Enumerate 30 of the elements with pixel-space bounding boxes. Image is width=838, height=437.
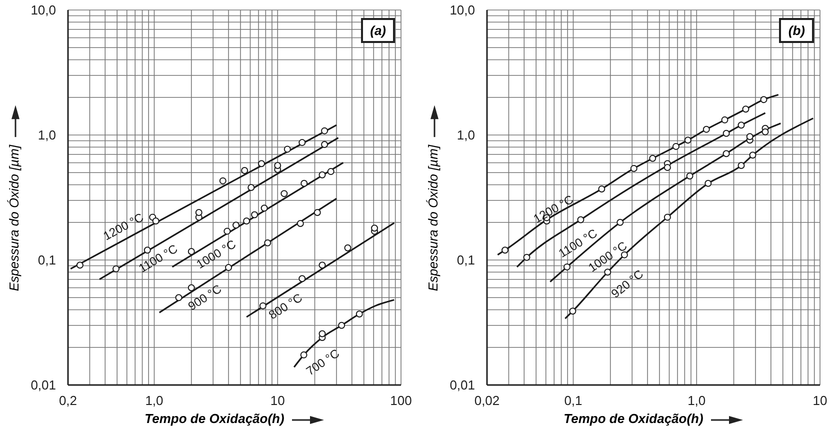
x-tick-label: 1,0 [688, 393, 706, 408]
text: 920 °C [608, 266, 646, 301]
text: 1000 °C [194, 236, 239, 272]
y-tick-label: 0,01 [30, 378, 56, 392]
text: 800 °C [266, 290, 306, 322]
y-tick-label: 1,0 [38, 128, 56, 142]
x-tick-label: 0,2 [58, 393, 78, 408]
y-tick-label: 10,0 [450, 2, 475, 18]
x-axis-title: Tempo de Oxidação(h) [144, 411, 284, 426]
text: 1200 °C [100, 210, 146, 244]
x-tick-label: 0,1 [564, 393, 582, 408]
text: 700 °C [304, 346, 342, 378]
text: 1200 °C [531, 192, 576, 226]
text: 900 °C [186, 282, 224, 314]
x-tick-label: 10 [270, 393, 285, 408]
y-tick-label: 0,1 [456, 252, 475, 268]
y-tick-label: 0,1 [38, 252, 56, 268]
y-tick-label: 1,0 [456, 128, 475, 142]
y-axis-title: Espessura do Óxido [µm] [6, 144, 22, 291]
text: 1100 °C [136, 241, 180, 276]
x-tick-label: 100 [390, 393, 412, 408]
x-tick-label: 0,02 [474, 393, 500, 408]
text: (b) [779, 18, 814, 43]
y-tick-label: 0,01 [450, 378, 475, 392]
y-axis-title: Espessura do Óxido [µm] [426, 144, 440, 291]
text: (a) [361, 18, 395, 43]
x-tick-label: 10 [812, 393, 828, 408]
x-axis-title: Tempo de Oxidação(h) [564, 411, 704, 426]
x-tick-label: 1,0 [145, 393, 164, 408]
y-tick-label: 10,0 [30, 2, 56, 18]
